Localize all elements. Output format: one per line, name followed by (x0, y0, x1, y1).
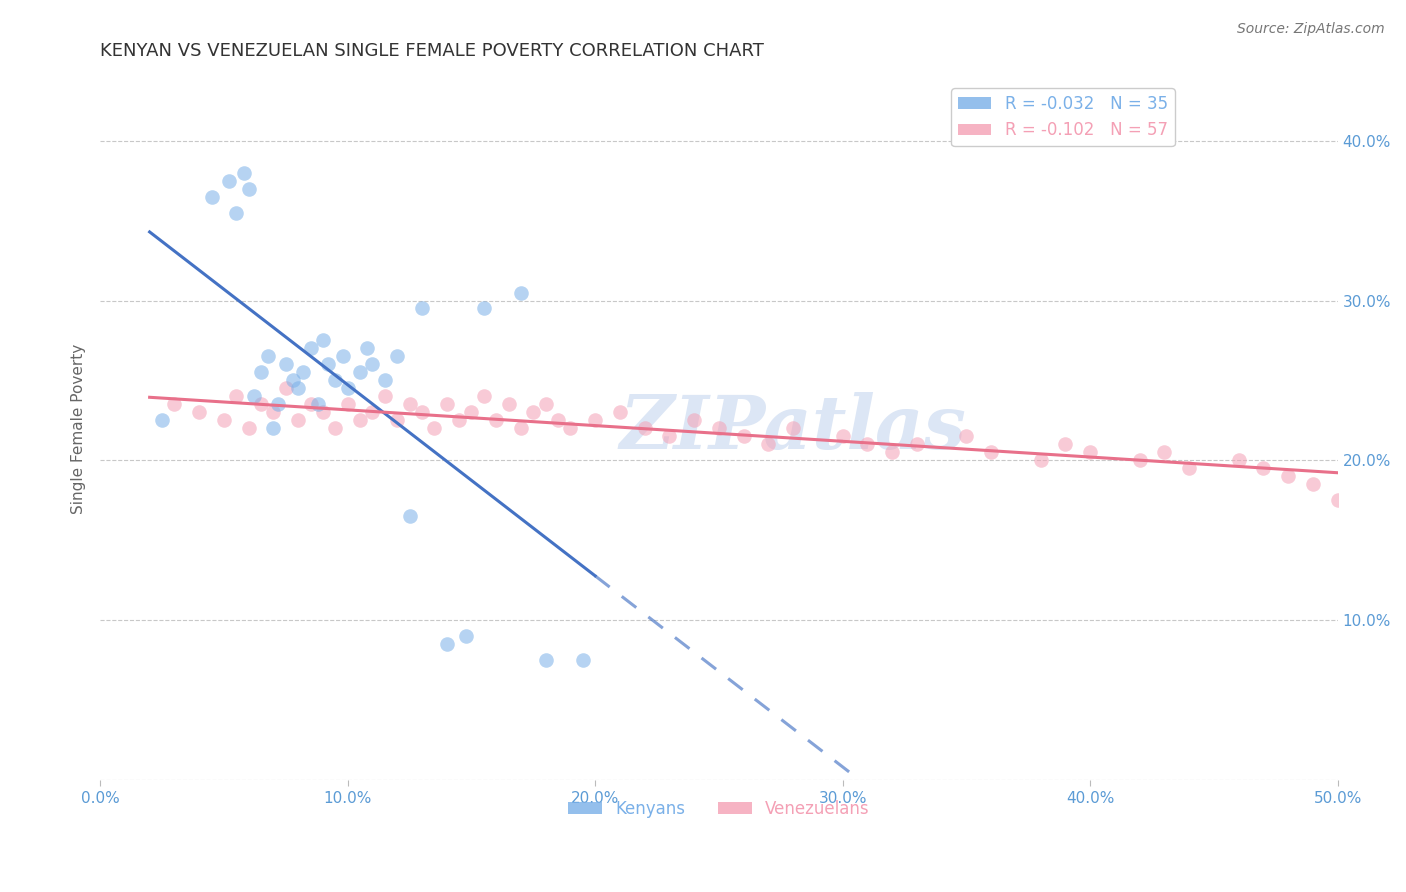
Point (522, 405, 544, 419)
Point (905, 437, 928, 451)
Point (436, 397, 458, 411)
Point (509, 421, 531, 435)
Point (374, 374, 396, 388)
Point (633, 421, 655, 435)
Text: ZIPatlas: ZIPatlas (620, 392, 966, 465)
Point (356, 342, 378, 356)
Point (1326, 493, 1348, 508)
Point (534, 397, 557, 411)
Point (150, 413, 173, 427)
Point (385, 350, 408, 364)
Point (534, 653, 557, 667)
Point (238, 181, 260, 195)
Point (287, 413, 309, 427)
Point (560, 421, 582, 435)
Point (707, 421, 730, 435)
Point (212, 413, 235, 427)
Point (312, 334, 335, 348)
Point (374, 389, 396, 403)
Point (361, 405, 384, 419)
Point (349, 366, 371, 380)
Point (733, 429, 755, 443)
Point (262, 405, 284, 419)
Point (1078, 445, 1101, 459)
Point (1029, 453, 1052, 467)
Point (225, 389, 247, 403)
Point (232, 165, 254, 179)
Point (1178, 461, 1201, 475)
Point (498, 397, 520, 411)
Point (283, 374, 305, 388)
Point (472, 389, 495, 403)
Point (250, 397, 273, 411)
Point (274, 358, 297, 372)
Point (658, 429, 681, 443)
Point (831, 429, 853, 443)
Point (267, 397, 290, 411)
Point (385, 413, 408, 427)
Point (882, 445, 904, 459)
Point (225, 205, 247, 219)
Point (332, 350, 354, 364)
Point (398, 509, 420, 524)
Point (163, 397, 186, 411)
Point (1054, 437, 1077, 451)
Point (509, 285, 531, 300)
Point (250, 366, 273, 380)
Point (1227, 453, 1250, 467)
Point (436, 637, 458, 651)
Point (349, 413, 371, 427)
Point (307, 397, 329, 411)
Point (218, 173, 240, 187)
Point (188, 405, 211, 419)
Point (447, 413, 470, 427)
Y-axis label: Single Female Poverty: Single Female Poverty (72, 343, 86, 514)
Point (257, 350, 280, 364)
Point (242, 389, 264, 403)
Point (336, 381, 359, 395)
Point (758, 437, 780, 451)
Point (1153, 445, 1175, 459)
Point (398, 397, 420, 411)
Point (1129, 453, 1152, 467)
Legend: Kenyans, Venezuelans: Kenyans, Venezuelans (561, 793, 876, 825)
Point (485, 413, 508, 427)
Point (411, 405, 433, 419)
Text: KENYAN VS VENEZUELAN SINGLE FEMALE POVERTY CORRELATION CHART: KENYAN VS VENEZUELAN SINGLE FEMALE POVER… (100, 42, 763, 60)
Point (200, 189, 222, 203)
Point (460, 405, 482, 419)
Point (1277, 469, 1299, 483)
Point (609, 405, 631, 419)
Point (547, 413, 569, 427)
Point (323, 421, 346, 435)
Point (423, 421, 446, 435)
Point (292, 366, 315, 380)
Point (856, 437, 879, 451)
Point (782, 421, 804, 435)
Point (361, 358, 384, 372)
Point (683, 413, 706, 427)
Point (456, 629, 478, 643)
Point (1302, 477, 1324, 491)
Point (316, 358, 339, 372)
Point (287, 381, 309, 395)
Point (571, 653, 593, 667)
Point (472, 301, 495, 316)
Point (323, 374, 346, 388)
Point (238, 421, 260, 435)
Point (262, 421, 284, 435)
Text: Source: ZipAtlas.com: Source: ZipAtlas.com (1237, 22, 1385, 37)
Point (411, 301, 433, 316)
Point (312, 405, 335, 419)
Point (1253, 461, 1275, 475)
Point (299, 397, 322, 411)
Point (274, 381, 297, 395)
Point (980, 445, 1002, 459)
Point (299, 342, 322, 356)
Point (583, 413, 606, 427)
Point (955, 429, 977, 443)
Point (336, 397, 359, 411)
